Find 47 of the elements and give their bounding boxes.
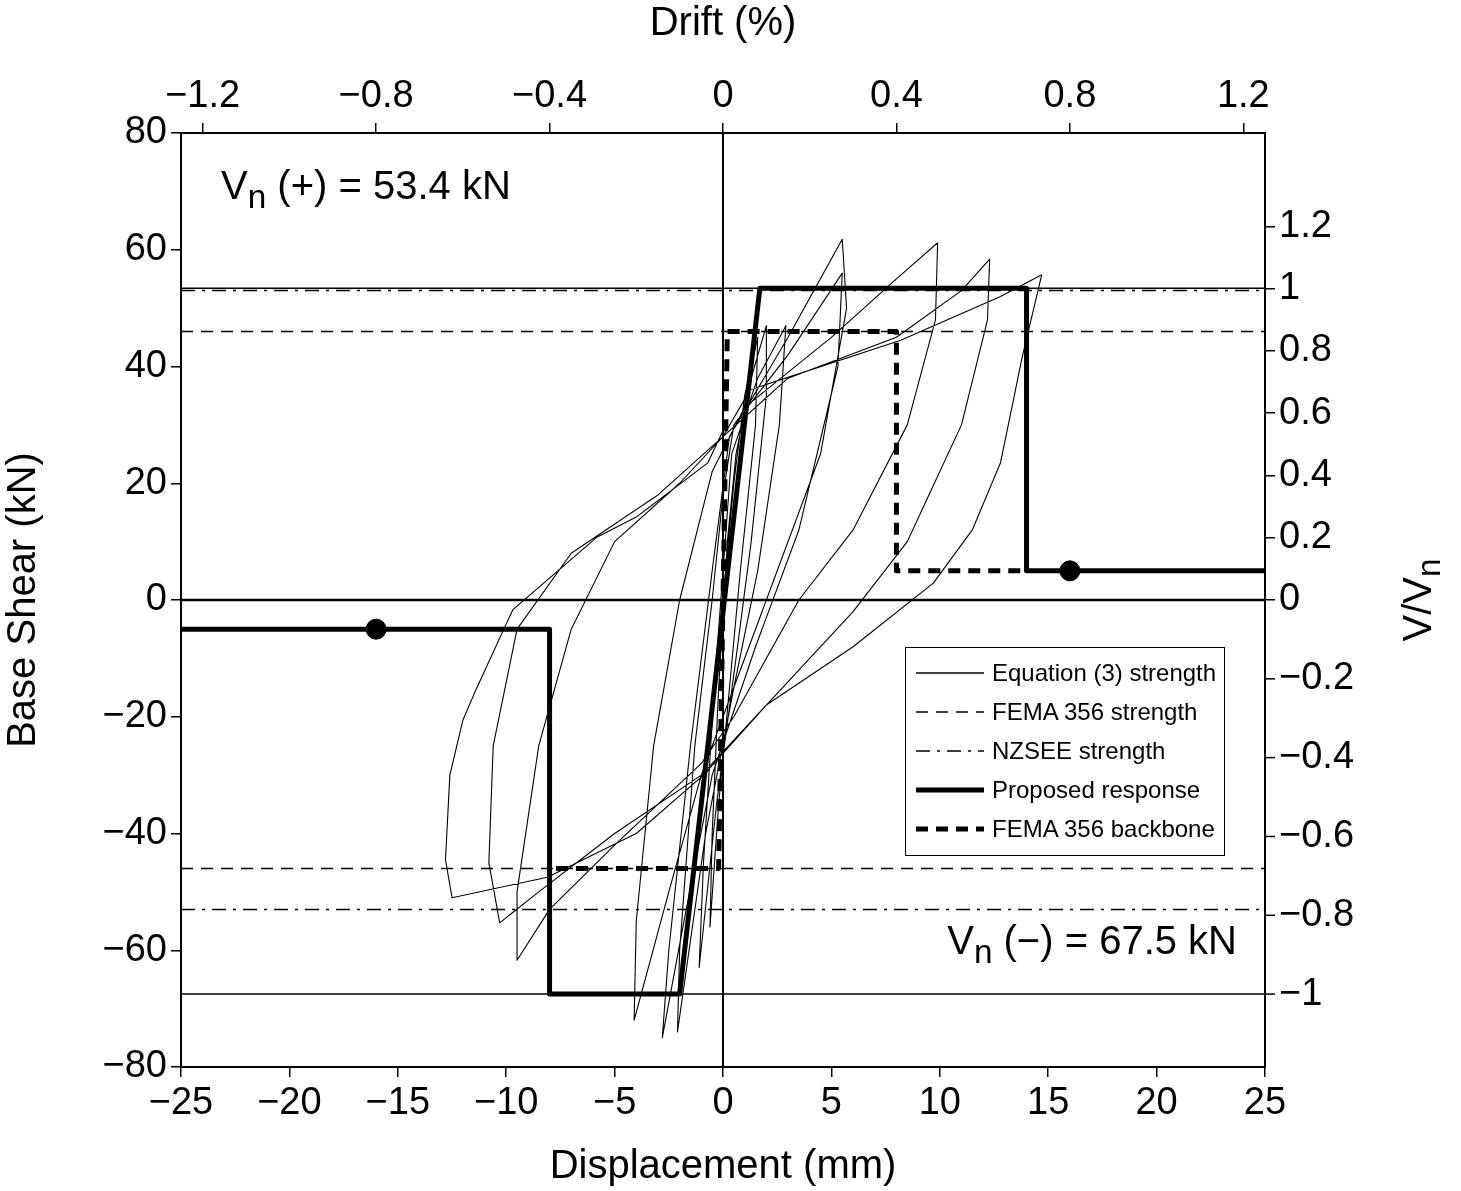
x-tick-label: −20 [257,1080,322,1123]
legend-label: FEMA 356 backbone [992,815,1215,844]
y-tick-label: 40 [124,342,167,385]
x2-tick-label: −0.8 [338,72,414,115]
x-tick-label: 5 [820,1080,842,1123]
x-tick-label: −5 [592,1080,637,1123]
y2-tick-label: 0.6 [1279,389,1332,432]
x-tick-label: 10 [918,1080,961,1123]
x2-tick-label: 0.8 [1043,72,1097,115]
legend-label: FEMA 356 strength [992,698,1198,727]
y3-tick-label: −0.6 [1279,812,1355,855]
y-tick-label: 60 [124,226,167,269]
x2-tick-label: 0.4 [870,72,923,115]
x-tick-label: 15 [1027,1080,1070,1123]
x2-tick-label: 1.2 [1216,72,1270,115]
annotation: V$_{n}$ (+) = 53.4 kN [221,163,511,216]
y3-tick-label: −0.8 [1279,891,1355,934]
y-tick-label: −20 [102,693,167,736]
x-tick-label: 20 [1135,1080,1178,1123]
annotation: V$_{n}$ (−) = 67.5 kN [947,917,1237,971]
y3-tick-label: −0.2 [1279,655,1355,698]
x-tick-label: 0 [712,1080,734,1123]
y2-tick-label: 0.2 [1279,514,1332,557]
y-tick-label: −60 [102,926,167,969]
x-tick-label: 25 [1243,1080,1287,1123]
legend-label: Proposed response [992,776,1201,805]
x2-tick-label: −1.2 [165,72,241,115]
y-tick-label: 20 [124,459,167,502]
y2-tick-label: 0.8 [1279,327,1332,370]
y-tick-label: 80 [124,109,167,152]
x2-tick-label: 0 [712,72,734,115]
y2-tick-label: 0.4 [1279,451,1332,494]
y-tick-label: −40 [102,809,167,852]
y2-tick-label: 0 [1279,576,1301,619]
y-tick-label: 0 [145,576,167,619]
y-axis-title: Base Shear (kN) [0,452,44,748]
x-axis-title: Displacement (mm) [549,1142,897,1187]
x-tick-label: −10 [473,1080,539,1123]
y3-tick-label: −0.4 [1279,734,1355,777]
legend-label: Equation (3) strength [992,659,1217,688]
y2-tick-label: 1.2 [1279,202,1332,245]
x2-tick-label: −0.4 [512,72,588,115]
x2-axis-title: Drift (%) [649,0,797,44]
y3-tick-label: −1 [1279,970,1323,1013]
x-tick-label: −15 [365,1080,431,1123]
legend-label: NZSEE strength [992,737,1166,766]
y2-tick-label: 1 [1279,265,1301,308]
